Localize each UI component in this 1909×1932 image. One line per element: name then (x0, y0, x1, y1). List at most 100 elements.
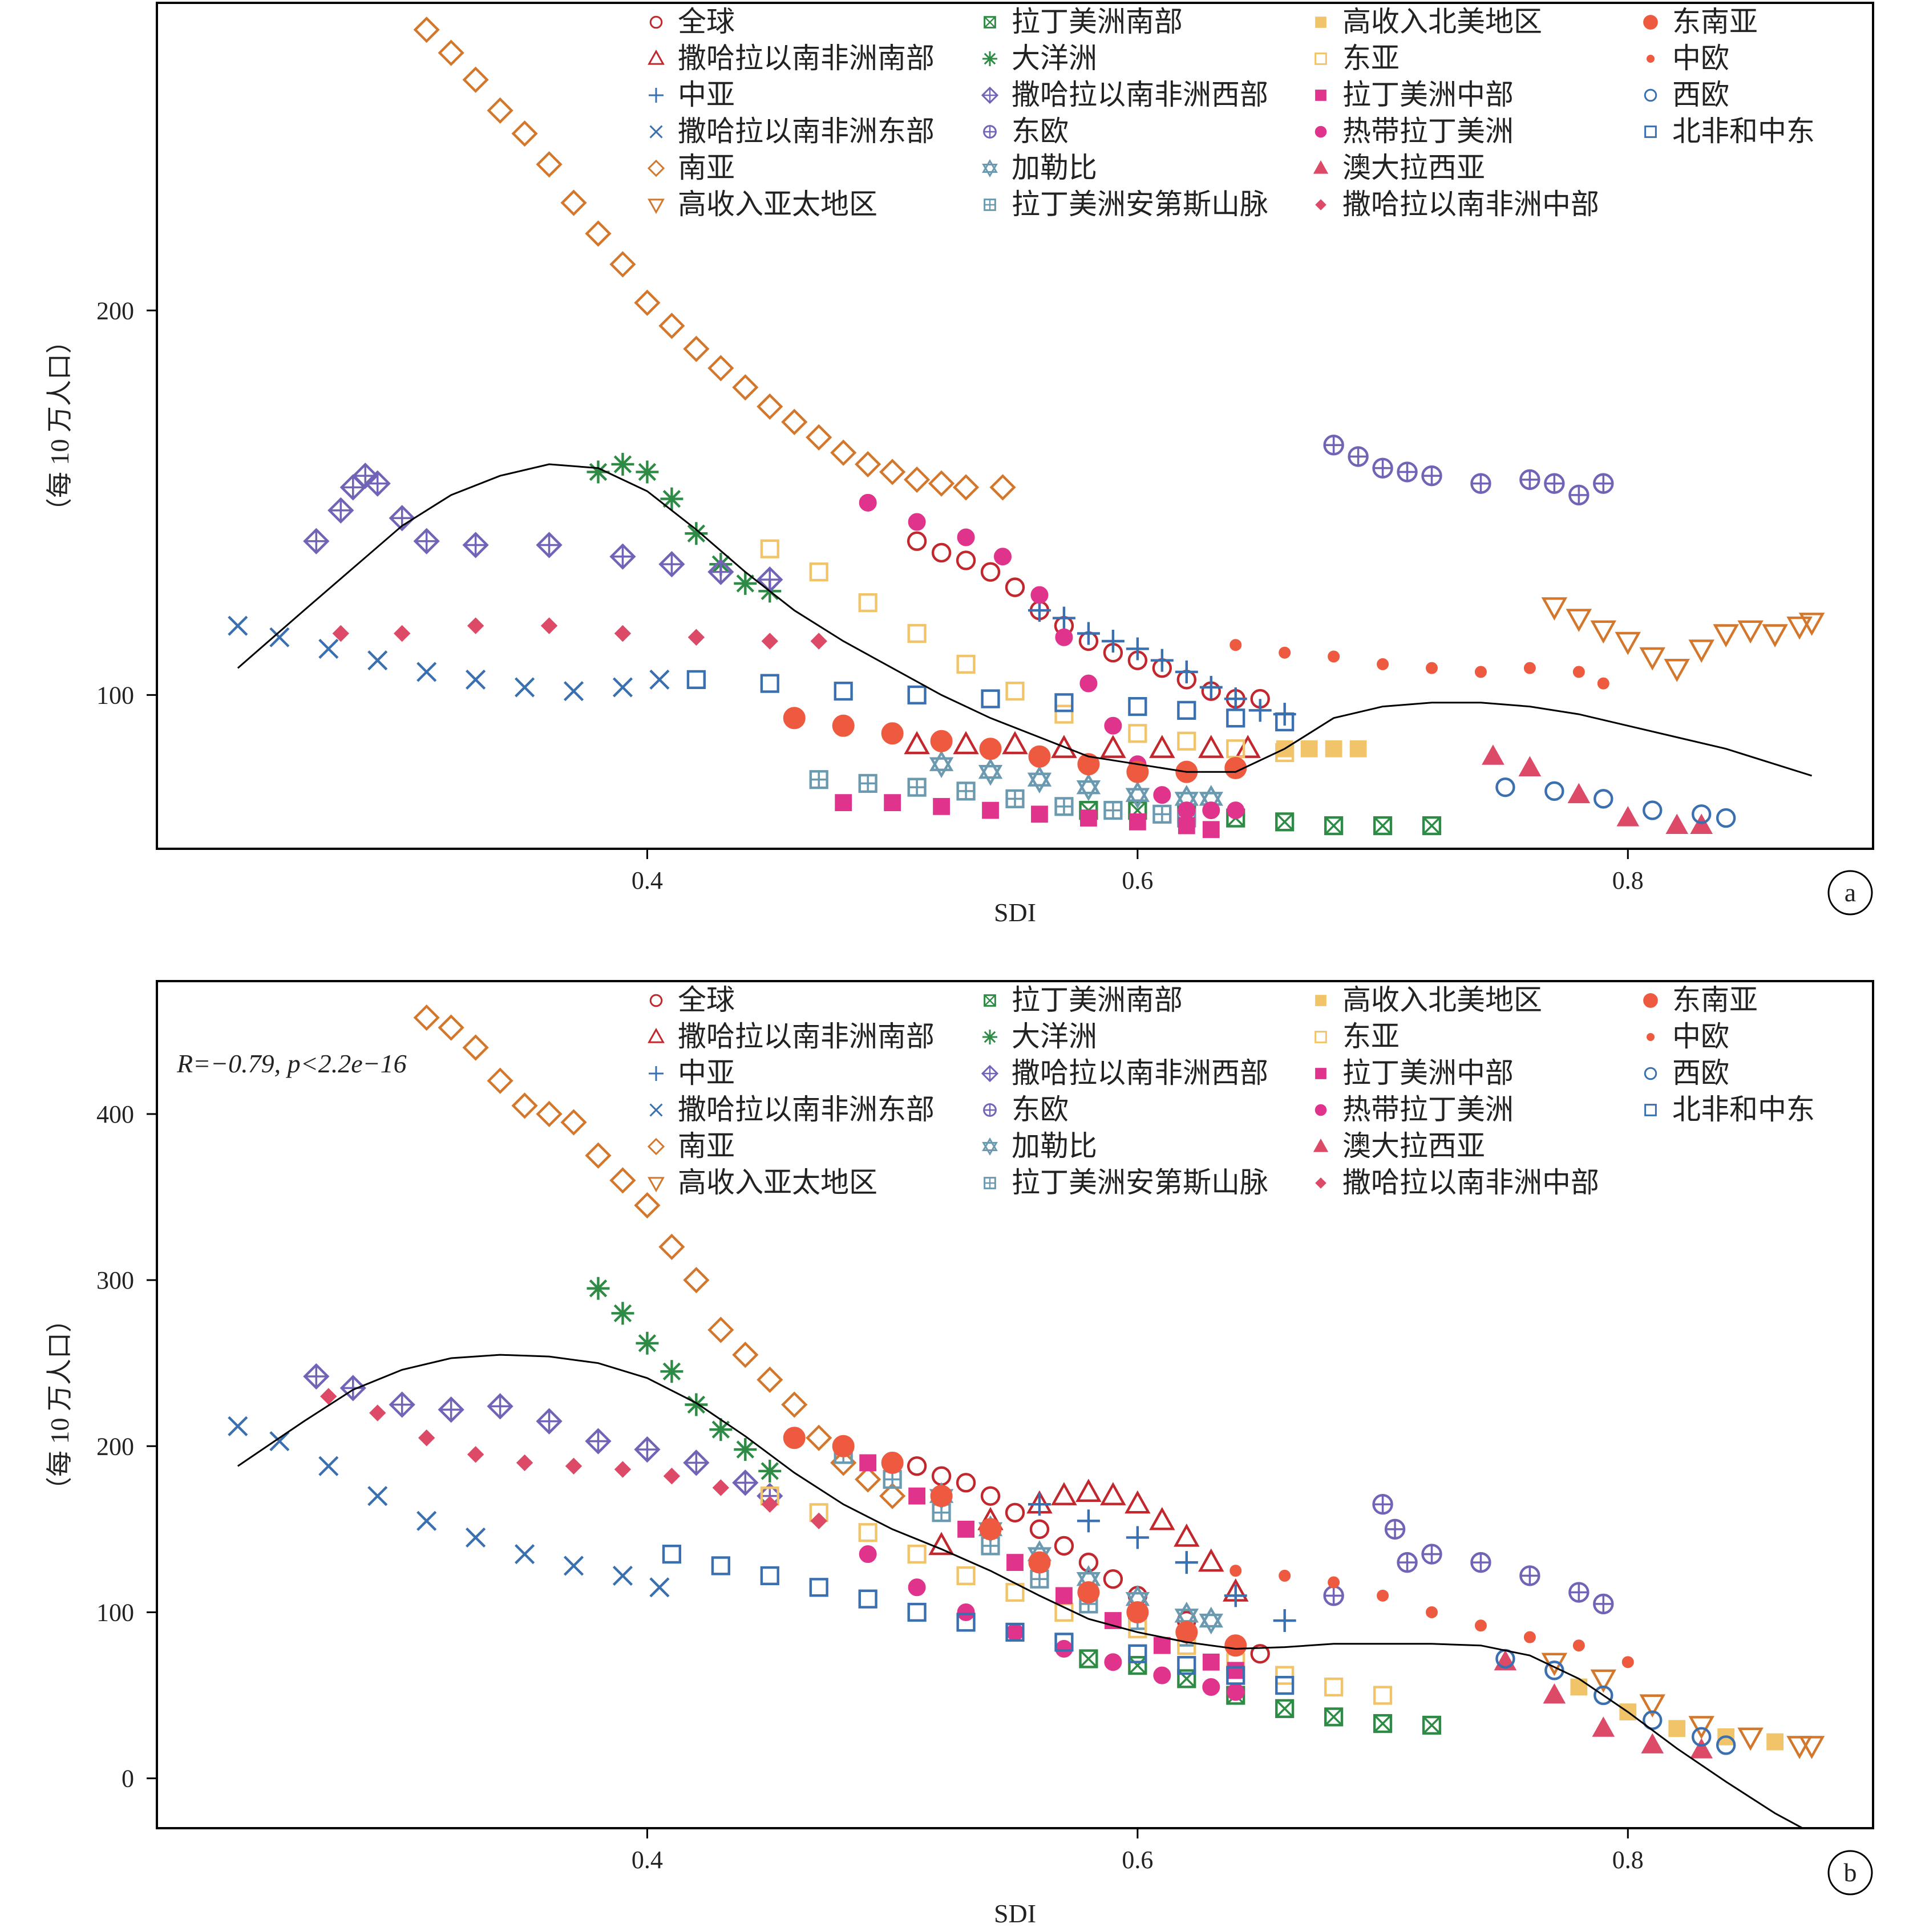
legend-label: 东南亚 (1672, 983, 1758, 1016)
data-point: 撒哈拉以南非洲南部: (0.61, 155) (1149, 1506, 1175, 1530)
legend-item: 中亚 (649, 1056, 735, 1089)
data-point: 大洋洲: (0.39, 280) (611, 1302, 634, 1325)
data-point: 高收入亚太地区: (0.87, 118) (1786, 616, 1813, 640)
data-point: 南亚: (0.47, 205) (806, 1424, 832, 1451)
plot-frame (156, 2, 1874, 850)
data-point: 加勒比: (0.56, 78) (1027, 765, 1052, 794)
data-point: 澳大拉西亚: (0.8, 68) (1616, 806, 1640, 827)
data-point: 撒哈拉以南非洲西部: (0.33, 139) (462, 532, 489, 558)
series-9: 东欧: (0.68, 110) 东欧: (0.7, 165) 东欧: (0.705,… (1323, 1494, 1614, 1615)
data-point: 拉丁美洲中部: (0.62, 66) (1178, 817, 1195, 835)
data-point: 东南亚: (0.48, 200) (832, 1435, 855, 1457)
data-point: 北非和中东: (0.62, 96) (1177, 700, 1196, 720)
series-16: 澳大拉西亚: (0.745, 84) 澳大拉西亚: (0.76, 81) 澳大拉西亚… (1482, 744, 1713, 835)
data-point: 全球: (0.55, 160) (1005, 1502, 1025, 1522)
data-point: 中亚: (0.61, 109) (1150, 649, 1174, 672)
data-point: 大洋洲: (0.42, 225) (685, 1393, 708, 1416)
data-point: 澳大拉西亚: (0.79, 30) (1592, 1716, 1615, 1737)
data-point: 南亚: (0.42, 300) (683, 1267, 710, 1294)
data-point: 南亚: (0.36, 238) (536, 151, 563, 178)
legend-item: 撒哈拉以南非洲南部 (648, 1020, 935, 1053)
data-point: 中欧: (0.72, 107) (1426, 662, 1438, 674)
data-point: 西欧: (0.84, 20) (1716, 1735, 1736, 1755)
data-point: 撒哈拉以南非洲西部: (0.36, 139) (536, 532, 563, 558)
data-point: 中亚: (0.57, 120) (1052, 606, 1075, 630)
data-point: 撒哈拉以南非洲南部: (0.55, 87) (1002, 731, 1028, 755)
legend-marker (648, 1177, 665, 1193)
data-point: 撒哈拉以南非洲西部: (0.32, 222) (438, 1396, 464, 1423)
x-tick-label: 0.4 (632, 1846, 663, 1874)
data-point: 南亚: (0.45, 175) (757, 393, 783, 420)
series-18: 东南亚: (0.46, 205) 东南亚: (0.48, 200) 东南亚: (0.… (783, 1427, 1247, 1657)
data-point: 撒哈拉以南非洲东部: (0.31, 106) (416, 662, 437, 682)
data-point: 撒哈拉以南非洲中部: (0.43, 175) (712, 1479, 730, 1496)
series-13: 东亚: (0.45, 138) 东亚: (0.47, 132) 东亚: (0.49,… (760, 539, 1295, 763)
series-20: 西欧: (0.75, 72)西欧: (0.77, 65)西欧: (0.79, 5… (1495, 1649, 1736, 1755)
data-point: 拉丁美洲中部: (0.64, 65) (1227, 1662, 1244, 1679)
data-point: 南亚: (0.35, 405) (511, 1092, 538, 1119)
x-tick-label: 0.6 (1122, 866, 1153, 894)
data-point: 拉丁美洲中部: (0.51, 170) (908, 1487, 926, 1505)
legend-marker (1313, 1138, 1329, 1152)
panel-label: b (1827, 1850, 1873, 1895)
data-point: 热带拉丁美洲: (0.62, 70) (1178, 801, 1196, 820)
data-point: 拉丁美洲南部: (0.66, 42) (1275, 1699, 1295, 1718)
panel-label: a (1827, 870, 1873, 916)
data-point: 撒哈拉以南非洲中部: (0.47, 155) (810, 1512, 827, 1530)
legend-label: 南亚 (678, 1129, 735, 1163)
legend-label: 热带拉丁美洲 (1342, 115, 1514, 148)
legend-marker (983, 125, 997, 139)
data-point: 中欧: (0.78, 106) (1572, 666, 1585, 678)
legend-marker (648, 1027, 665, 1043)
data-point: 热带拉丁美洲: (0.49, 150) (859, 493, 877, 512)
data-point: 高收入亚太地区: (0.83, 112) (1688, 639, 1714, 663)
data-point: 全球: (0.54, 132) (980, 562, 1001, 582)
data-point: 东欧: (0.71, 130) (1397, 1552, 1418, 1573)
data-point: 全球: (0.59, 120) (1103, 1569, 1123, 1589)
x-tick-label: 0.8 (1612, 1846, 1644, 1874)
legend-item: 拉丁美洲中部 (1315, 78, 1514, 111)
data-point: 南亚: (0.5, 170) (879, 1483, 906, 1509)
data-point: 东欧: (0.69, 162) (1348, 446, 1369, 467)
series-2: 中亚: (0.56, 165) 中亚: (0.58, 155) 中亚: (0.6, … (1028, 1493, 1296, 1633)
legend-item: 撒哈拉以南非洲西部 (981, 1056, 1268, 1089)
data-point: 全球: (0.51, 188) (907, 1456, 927, 1476)
data-point: 南亚: (0.53, 154) (952, 474, 980, 501)
data-point: 热带拉丁美洲: (0.59, 70) (1104, 1653, 1122, 1671)
legend-label: 高收入北美地区 (1342, 5, 1542, 38)
data-point: 撒哈拉以南非洲西部: (0.41, 134) (658, 551, 685, 578)
data-point: 拉丁美洲南部: (0.68, 66) (1324, 816, 1344, 836)
legend-label: 东欧 (1012, 1093, 1069, 1126)
data-point: 撒哈拉以南非洲东部: (0.35, 135) (515, 1544, 535, 1565)
data-point: 南亚: (0.49, 180) (855, 1466, 881, 1493)
data-point: 东南亚: (0.5, 190) (881, 1451, 904, 1474)
legend-item: 撒哈拉以南非洲东部 (649, 115, 935, 148)
data-point: 东南亚: (0.6, 100) (1126, 1601, 1149, 1623)
data-point: 南亚: (0.37, 228) (560, 189, 587, 216)
data-point: 东欧: (0.76, 156) (1519, 469, 1540, 491)
data-point: 热带拉丁美洲: (0.59, 92) (1104, 716, 1122, 735)
data-point: 热带拉丁美洲: (0.53, 141) (957, 528, 975, 546)
data-point: 撒哈拉以南非洲东部: (0.39, 102) (612, 677, 633, 698)
data-point: 拉丁美洲中部: (0.58, 68) (1080, 809, 1097, 827)
data-point: 大洋洲: (0.4, 262) (636, 1331, 659, 1355)
legend-label: 东南亚 (1672, 5, 1758, 38)
legend-marker (982, 51, 997, 66)
series-4: 南亚: (0.31, 273)南亚: (0.32, 267)南亚: (0.33,… (413, 17, 1016, 501)
data-point: 澳大拉西亚: (0.82, 66) (1665, 813, 1689, 835)
data-point: 拉丁美洲中部: (0.56, 69) (1031, 805, 1048, 823)
data-point: 中欧: (0.66, 122) (1279, 1569, 1291, 1582)
data-point: 南亚: (0.32, 452) (438, 1014, 464, 1041)
data-point: 撒哈拉以南非洲东部: (0.233, 118) (228, 615, 248, 636)
data-point: 澳大拉西亚: (0.81, 20) (1641, 1733, 1664, 1753)
legend-label: 撒哈拉以南非洲西部 (1012, 1056, 1268, 1089)
data-point: 热带拉丁美洲: (0.63, 55) (1202, 1678, 1220, 1696)
legend-item: 东欧 (983, 115, 1069, 148)
data-point: 全球: (0.57, 140) (1054, 1536, 1074, 1556)
data-point: 高收入北美地区: (0.69, 86) (1349, 740, 1367, 758)
data-point: 撒哈拉以南非洲中部: (0.33, 195) (467, 1446, 484, 1463)
data-point: 拉丁美洲安第斯山脉: (0.49, 77) (858, 773, 877, 793)
data-point: 大洋洲: (0.45, 185) (758, 1459, 782, 1483)
series-12: 高收入北美地区: (0.66, 86)高收入北美地区: (0.67, 86)高收… (1276, 740, 1367, 758)
data-point: 撒哈拉以南非洲东部: (0.405, 104) (649, 669, 670, 690)
